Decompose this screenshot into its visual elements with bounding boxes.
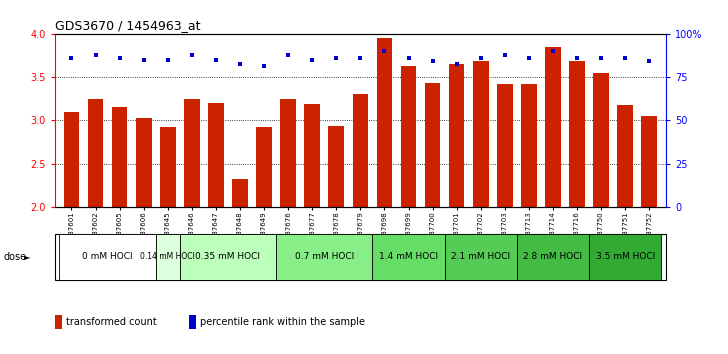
Point (427, 58, 438, 64)
Text: 2.1 mM HOCl: 2.1 mM HOCl (451, 252, 510, 261)
Text: ►: ► (24, 252, 31, 261)
Bar (521, 84, 537, 207)
Bar (136, 118, 151, 207)
Point (403, 55, 414, 61)
Text: transformed count: transformed count (66, 317, 157, 327)
Text: 3.5 mM HOCl: 3.5 mM HOCl (596, 252, 654, 261)
Bar (373, 234, 445, 280)
Point (355, 55, 366, 61)
Bar (473, 61, 488, 207)
Text: 0.14 mM HOCl: 0.14 mM HOCl (141, 252, 195, 261)
Text: dose: dose (4, 252, 27, 262)
Point (475, 55, 486, 61)
Point (114, 55, 125, 61)
Bar (569, 61, 585, 207)
Point (379, 48, 390, 54)
Bar (63, 112, 79, 207)
Point (451, 61, 462, 67)
Point (138, 57, 149, 62)
Point (331, 55, 342, 61)
Text: 0 mM HOCl: 0 mM HOCl (82, 252, 133, 261)
Bar (424, 83, 440, 207)
Bar (328, 126, 344, 207)
Bar (617, 105, 633, 207)
Bar (55, 315, 62, 329)
Point (547, 48, 559, 54)
Point (499, 52, 510, 58)
Bar (593, 73, 609, 207)
Point (571, 55, 583, 61)
Bar (280, 99, 296, 207)
Point (210, 57, 222, 62)
Bar (400, 66, 416, 207)
Bar (184, 99, 199, 207)
Point (234, 61, 246, 67)
Bar (256, 127, 272, 207)
Point (523, 55, 534, 61)
Point (66, 55, 77, 61)
Text: 2.8 mM HOCl: 2.8 mM HOCl (523, 252, 582, 261)
Bar (352, 95, 368, 207)
Bar (449, 64, 464, 207)
Point (90, 52, 101, 58)
Text: 0.7 mM HOCl: 0.7 mM HOCl (295, 252, 354, 261)
Bar (112, 107, 127, 207)
Bar (304, 104, 320, 207)
Point (186, 52, 198, 58)
Bar (276, 234, 373, 280)
Text: percentile rank within the sample: percentile rank within the sample (200, 317, 365, 327)
Text: GDS3670 / 1454963_at: GDS3670 / 1454963_at (55, 19, 200, 33)
Bar (545, 47, 561, 207)
Bar (60, 234, 156, 280)
Bar (517, 234, 589, 280)
Bar (497, 84, 513, 207)
Bar (445, 234, 517, 280)
Bar (156, 234, 180, 280)
Point (620, 55, 631, 61)
Point (596, 55, 607, 61)
Point (306, 57, 318, 62)
Text: 1.4 mM HOCl: 1.4 mM HOCl (379, 252, 438, 261)
Bar (87, 99, 103, 207)
Point (258, 63, 270, 69)
Bar (189, 315, 197, 329)
Point (644, 58, 655, 64)
Bar (180, 234, 276, 280)
Bar (376, 38, 392, 207)
Bar (160, 127, 175, 207)
Point (162, 57, 173, 62)
Bar (208, 103, 223, 207)
Point (282, 52, 294, 58)
Bar (641, 116, 657, 207)
Text: 0.35 mM HOCl: 0.35 mM HOCl (195, 252, 261, 261)
Bar (589, 234, 661, 280)
Bar (232, 179, 248, 207)
